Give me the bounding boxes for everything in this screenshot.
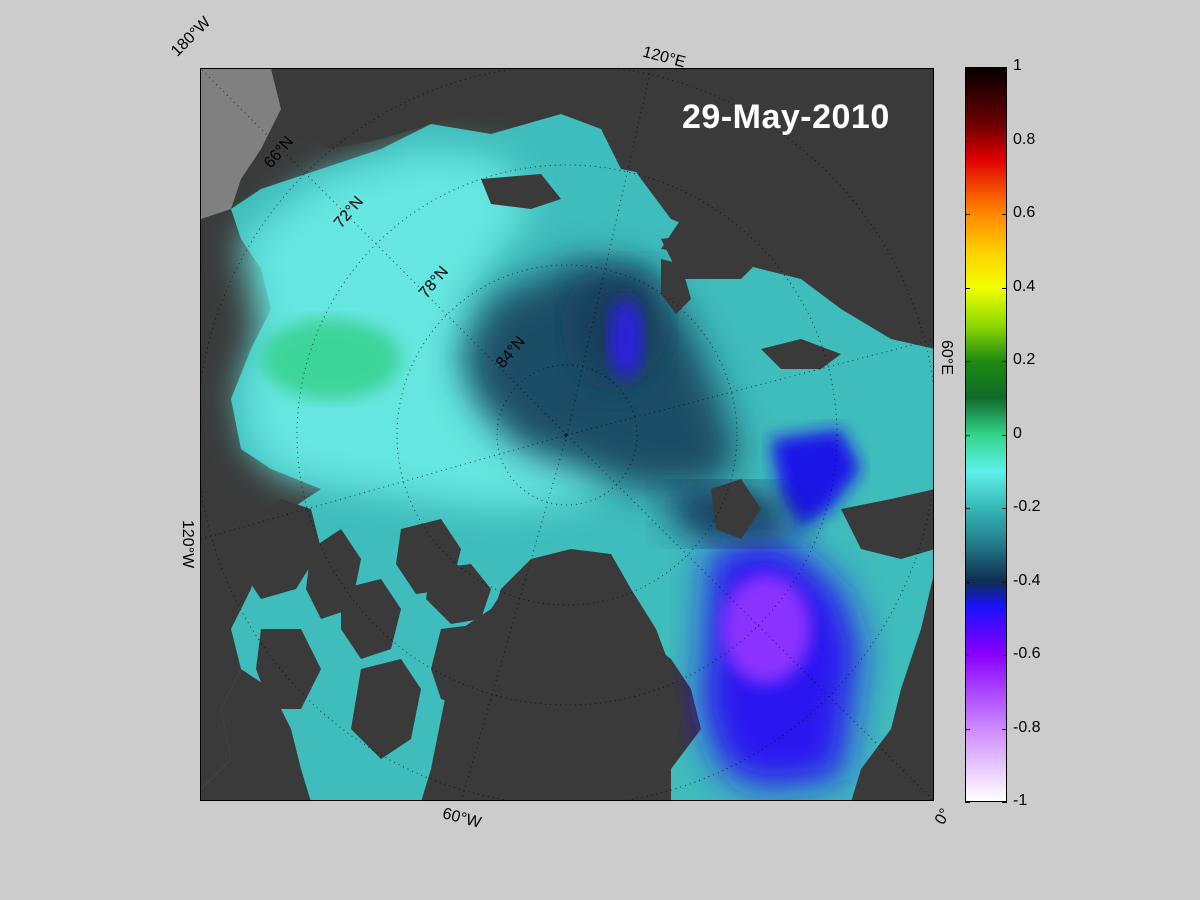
lon-label-120w: 120°W (179, 520, 196, 569)
colorbar-tick-mark (965, 287, 970, 289)
colorbar-tick-mark (965, 140, 970, 142)
colorbar-tick-label: 0.8 (1013, 130, 1036, 148)
colorbar-tick-label: -0.2 (1013, 498, 1041, 515)
ice-purple-patch (721, 574, 811, 684)
lat-circle-72 (296, 164, 838, 706)
lon-label-60e: 60°E (938, 340, 955, 375)
colorbar-tick-mark (965, 214, 970, 215)
date-label: 29-May-2010 (682, 98, 890, 136)
colorbar-tick-mark (1002, 728, 1007, 730)
siberia-landmass (281, 69, 933, 319)
colorbar-tick-label: -0.8 (1013, 718, 1041, 736)
colorbar-tick-mark (965, 655, 970, 656)
sea-ice-map: 66°N 72°N 78°N 84°N + (200, 68, 934, 801)
colorbar-tick-mark (965, 728, 970, 730)
colorbar (965, 67, 1007, 802)
ice-green-patch (261, 319, 401, 399)
colorbar-tick-label: -1 (1013, 792, 1028, 809)
colorbar-tick-mark (1002, 214, 1007, 215)
lat-circle-78 (396, 264, 738, 606)
colorbar-tick-mark (965, 802, 970, 803)
colorbar-tick-mark (965, 581, 970, 583)
colorbar-tick-mark (1002, 581, 1007, 583)
polar-map-svg: 66°N 72°N 78°N 84°N + (201, 69, 933, 800)
colorbar-tick-mark (965, 508, 970, 509)
lon-label-0: 0° (932, 805, 955, 828)
colorbar-tick-label: 0 (1013, 424, 1022, 442)
colorbar-tick-mark (1002, 361, 1007, 362)
lat-circle-84 (496, 364, 638, 506)
colorbar-tick-mark (1002, 287, 1007, 289)
greenland-landmass (471, 549, 681, 800)
colorbar-tick-mark (965, 434, 970, 436)
colorbar-tick-mark (965, 361, 970, 362)
colorbar-tick-label: -0.6 (1013, 645, 1041, 662)
colorbar-tick-label: -0.4 (1013, 571, 1041, 589)
colorbar-tick-label: 0.2 (1013, 351, 1036, 368)
colorbar-tick-mark (1002, 655, 1007, 656)
colorbar-tick-mark (1002, 434, 1007, 436)
arctic-islands (661, 259, 933, 800)
colorbar-tick-label: 0.6 (1013, 204, 1036, 221)
mask-region (201, 69, 281, 219)
colorbar-tick-mark (1002, 140, 1007, 142)
colorbar-tick-label: 1 (1013, 57, 1022, 74)
colorbar-tick-mark (1002, 67, 1007, 68)
lon-label-60w: 60°W (440, 805, 483, 832)
colorbar-tick-mark (965, 67, 970, 68)
ice-blue-spot (608, 299, 644, 379)
lon-label-180w: 180°W (168, 13, 215, 61)
graticule (201, 69, 933, 800)
colorbar-tick-mark (1002, 802, 1007, 803)
meridian-60e (566, 339, 933, 436)
colorbar-tick-mark (1002, 508, 1007, 509)
colorbar-tick-label: 0.4 (1013, 277, 1036, 295)
meridian-120w (201, 434, 568, 540)
ice-blue-east (771, 429, 861, 529)
pole-marker: + (563, 431, 569, 442)
archipelago-islands (201, 499, 491, 800)
